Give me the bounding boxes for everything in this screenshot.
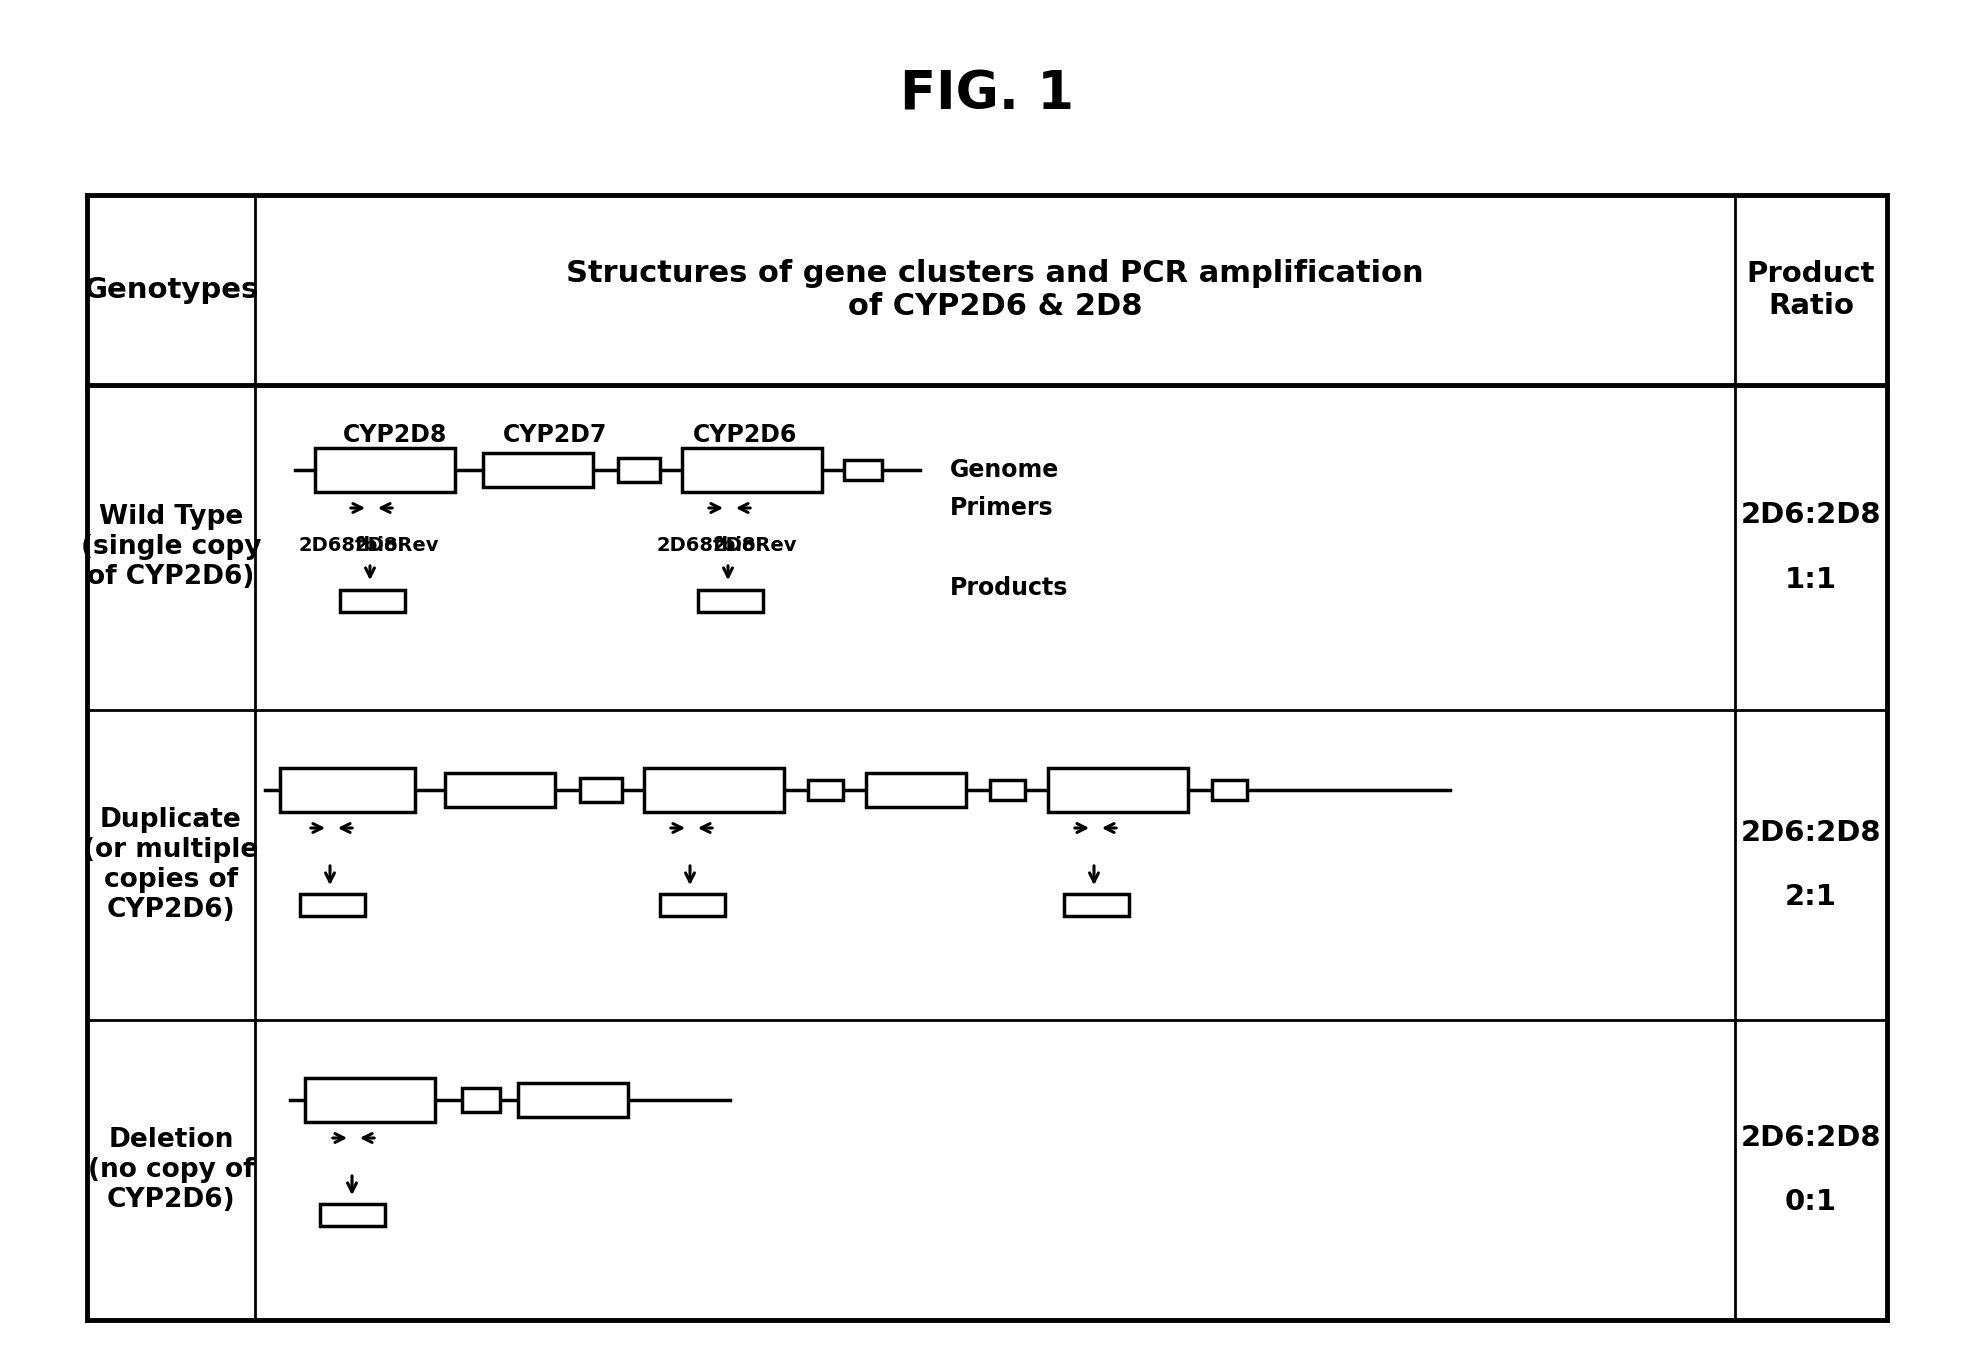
Bar bbox=[444, 773, 554, 808]
Text: FIG. 1: FIG. 1 bbox=[900, 69, 1073, 121]
Bar bbox=[280, 768, 414, 812]
Bar bbox=[643, 768, 783, 812]
Bar bbox=[320, 1204, 385, 1226]
Text: 2D6:2D8

2:1: 2D6:2D8 2:1 bbox=[1740, 818, 1880, 912]
Bar bbox=[1063, 894, 1129, 916]
Text: Structures of gene clusters and PCR amplification
of CYP2D6 & 2D8: Structures of gene clusters and PCR ampl… bbox=[566, 259, 1423, 321]
Text: Genome: Genome bbox=[949, 458, 1060, 483]
Bar bbox=[844, 461, 882, 480]
Bar bbox=[462, 1089, 499, 1112]
Bar bbox=[659, 894, 724, 916]
Text: Primers: Primers bbox=[949, 496, 1054, 520]
Text: 2D8Rev: 2D8Rev bbox=[355, 536, 440, 555]
Text: Products: Products bbox=[949, 576, 1067, 600]
Text: Genotypes: Genotypes bbox=[83, 276, 258, 304]
Text: CYP2D8: CYP2D8 bbox=[343, 424, 448, 447]
Bar bbox=[306, 1078, 434, 1121]
Bar bbox=[580, 777, 621, 802]
Bar bbox=[807, 780, 842, 801]
Bar bbox=[681, 448, 821, 492]
Bar bbox=[483, 452, 592, 487]
Bar bbox=[316, 448, 454, 492]
Text: 2D68fbio: 2D68fbio bbox=[298, 536, 397, 555]
Bar bbox=[618, 458, 659, 483]
Bar bbox=[300, 894, 365, 916]
Text: Deletion
(no copy of
CYP2D6): Deletion (no copy of CYP2D6) bbox=[87, 1127, 255, 1213]
Bar bbox=[990, 780, 1024, 801]
Text: Duplicate
(or multiple
copies of
CYP2D6): Duplicate (or multiple copies of CYP2D6) bbox=[83, 808, 258, 923]
Text: 2D6:2D8

0:1: 2D6:2D8 0:1 bbox=[1740, 1124, 1880, 1216]
Text: 2D68fbio: 2D68fbio bbox=[655, 536, 756, 555]
Text: CYP2D6: CYP2D6 bbox=[693, 424, 797, 447]
Bar bbox=[517, 1083, 627, 1117]
Bar bbox=[1048, 768, 1188, 812]
Bar bbox=[339, 590, 404, 611]
Text: Wild Type
(single copy
of CYP2D6): Wild Type (single copy of CYP2D6) bbox=[81, 505, 260, 591]
Bar bbox=[866, 773, 965, 808]
Bar bbox=[1211, 780, 1247, 801]
Text: CYP2D7: CYP2D7 bbox=[503, 424, 608, 447]
Bar bbox=[698, 590, 764, 611]
Text: 2D8Rev: 2D8Rev bbox=[712, 536, 797, 555]
Text: Product
Ratio: Product Ratio bbox=[1746, 259, 1874, 321]
Text: 2D6:2D8

1:1: 2D6:2D8 1:1 bbox=[1740, 500, 1880, 594]
